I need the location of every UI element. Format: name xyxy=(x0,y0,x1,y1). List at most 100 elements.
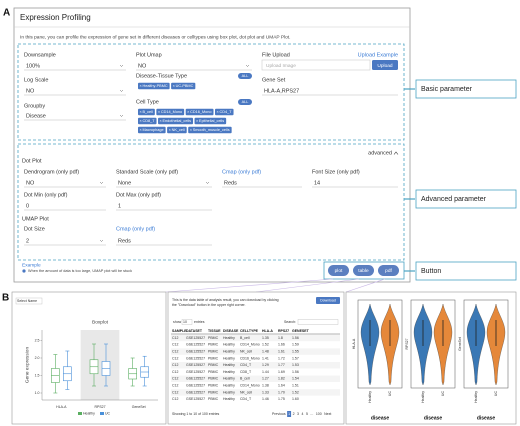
chip-remove: × xyxy=(140,110,142,114)
column-header: DISEASE xyxy=(223,329,239,333)
cell: 1.33 xyxy=(262,390,269,394)
entries-select[interactable] xyxy=(181,319,193,325)
chip-label: CD4_T xyxy=(220,110,233,114)
table-description: the "Download" button in the upper right… xyxy=(172,303,246,307)
chip[interactable] xyxy=(156,108,185,116)
cell: CD8_T xyxy=(240,370,252,374)
page-link[interactable]: 2 xyxy=(293,412,295,416)
field-value: Disease xyxy=(26,113,46,119)
cell: GSE125527 xyxy=(186,390,205,394)
upload-button[interactable] xyxy=(372,60,398,70)
action-button[interactable] xyxy=(378,265,399,276)
cell: C12 xyxy=(172,370,178,374)
chip-label: CD8_T xyxy=(143,119,156,123)
row-stripe xyxy=(171,375,340,382)
field-value: NO xyxy=(26,88,35,94)
cell: 1.38 xyxy=(262,384,269,388)
cell: 1.8 xyxy=(278,336,283,340)
x-tick-label: RPS27 xyxy=(94,405,105,409)
cell: 1.56 xyxy=(292,336,299,340)
cell: 1.82 xyxy=(278,377,285,381)
row-stripe xyxy=(171,389,340,396)
cell: 1.29 xyxy=(262,363,269,367)
cell: CD14_Mono xyxy=(240,384,260,388)
page-link[interactable]: 100 xyxy=(316,412,322,416)
chip[interactable] xyxy=(158,117,194,125)
description: In this pane, you can profile the expres… xyxy=(20,34,290,40)
panel-label: B xyxy=(2,293,9,304)
cell: PBMC xyxy=(208,397,219,401)
all-button[interactable] xyxy=(238,99,252,105)
select-box[interactable] xyxy=(15,297,43,305)
heading: Dot Plot xyxy=(22,158,42,164)
download-button[interactable] xyxy=(316,297,340,304)
field-label: Log Scale xyxy=(24,77,48,83)
cell: PBMC xyxy=(208,377,219,381)
cell: Healthy xyxy=(223,377,235,381)
cell: Healthy xyxy=(223,390,235,394)
chip[interactable] xyxy=(194,117,227,125)
table-frame xyxy=(167,291,345,425)
cell: CD16_Mono xyxy=(240,356,260,360)
page-link[interactable]: Previous xyxy=(272,412,286,416)
cell: C12 xyxy=(172,390,178,394)
info-icon xyxy=(22,269,26,273)
field-value: Reds xyxy=(224,180,237,186)
cell: 1.70 xyxy=(278,390,285,394)
chip-label: Endothelial_cells xyxy=(163,119,192,123)
chip-label: Healthy-PBMC xyxy=(143,84,168,88)
chip[interactable] xyxy=(138,126,166,134)
chip[interactable] xyxy=(188,126,232,134)
page-link[interactable]: 3 xyxy=(297,412,299,416)
select-caret xyxy=(99,239,104,242)
cell: GSE125527 xyxy=(186,350,205,354)
field-value: Reds xyxy=(118,238,131,244)
cell: 1.41 xyxy=(262,356,269,360)
page-link[interactable]: 4 xyxy=(301,412,303,416)
action-button[interactable] xyxy=(328,265,349,276)
cell: 1.51 xyxy=(292,384,299,388)
chip-remove: × xyxy=(190,128,192,132)
all-button[interactable] xyxy=(238,73,252,79)
note: When the amount of data is too large, UM… xyxy=(28,269,132,273)
highlight-band xyxy=(80,330,120,400)
page-link[interactable]: 5 xyxy=(306,412,308,416)
row-stripe xyxy=(171,334,340,342)
callout-label: Button xyxy=(421,268,441,275)
column-header: DATASET xyxy=(186,329,203,333)
select-caret xyxy=(119,64,124,67)
cell: PBMC xyxy=(208,384,219,388)
cell: C12 xyxy=(172,397,178,401)
field-label: Cmap (only pdf) xyxy=(222,169,261,175)
chip[interactable] xyxy=(171,82,196,90)
callout-label: Advanced parameter xyxy=(421,196,487,203)
callout-label: Basic parameter xyxy=(421,86,473,93)
search-box[interactable] xyxy=(297,319,339,325)
chip[interactable] xyxy=(138,117,157,125)
cell: 1.66 xyxy=(278,343,285,347)
chip[interactable] xyxy=(185,108,214,116)
connector xyxy=(255,278,360,293)
chip[interactable] xyxy=(215,108,234,116)
violin-xlabel: UC xyxy=(388,391,392,397)
cell: PBMC xyxy=(208,350,219,354)
cell: C12 xyxy=(172,377,178,381)
page-link[interactable]: 1 xyxy=(288,412,290,416)
row-stripe xyxy=(171,348,340,355)
cell: C12 xyxy=(172,350,178,354)
violin-xlabel: Healthy xyxy=(421,391,425,403)
action-button[interactable] xyxy=(353,265,374,276)
link: Upload Example xyxy=(358,52,398,58)
callout-box xyxy=(415,261,517,281)
chip[interactable] xyxy=(138,82,170,90)
toggle-caret[interactable] xyxy=(393,151,399,155)
page-link[interactable]: Next xyxy=(324,412,331,416)
cell: PBMC xyxy=(208,390,219,394)
page-link[interactable]: ... xyxy=(310,412,313,416)
file-input[interactable] xyxy=(261,59,371,71)
chip[interactable] xyxy=(138,108,155,116)
chip[interactable] xyxy=(167,126,187,134)
heading: UMAP Plot xyxy=(22,216,49,222)
field-value: None xyxy=(118,180,131,186)
